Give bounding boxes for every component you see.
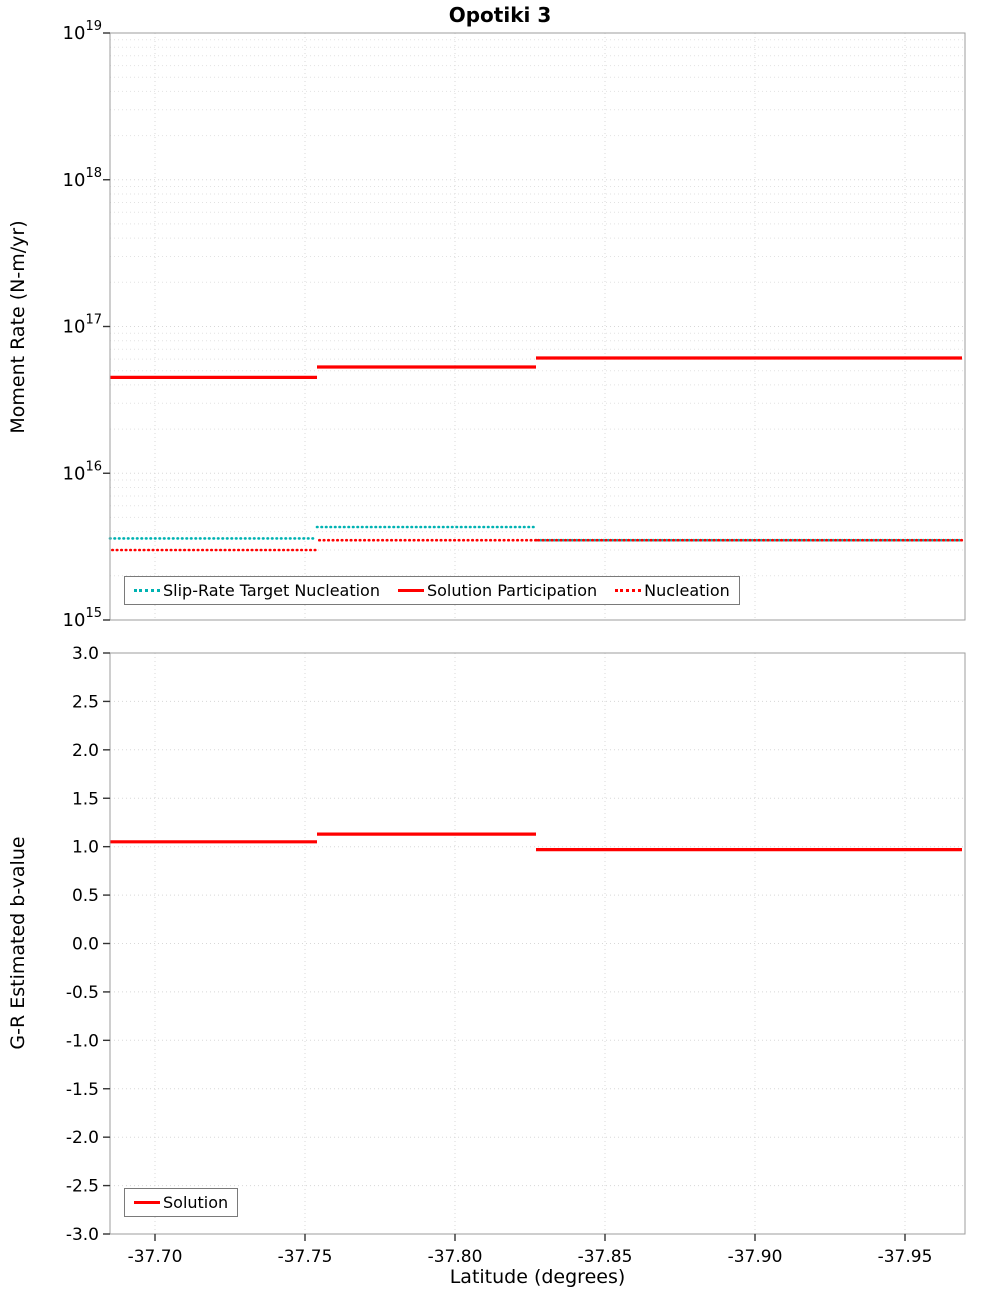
ytick-label-b-value: -1.5 <box>66 1080 99 1100</box>
ytick-label-b-value: -1.0 <box>66 1031 99 1051</box>
chart-title: Opotiki 3 <box>448 3 552 27</box>
legend-swatch-dotted-red-icon <box>615 589 642 592</box>
legend-label: Nucleation <box>644 581 730 600</box>
xtick-label: -37.85 <box>578 1247 633 1267</box>
ytick-label-b-value: 1.0 <box>72 838 99 858</box>
ytick-label-moment-rate: 1018 <box>63 166 102 191</box>
legend-item-nucleation: Nucleation <box>615 581 730 600</box>
ytick-label-b-value: 1.5 <box>72 789 99 809</box>
ytick-label-moment-rate: 1016 <box>63 459 102 484</box>
xtick-label: -37.70 <box>128 1247 183 1267</box>
legend-label: Solution <box>163 1193 229 1212</box>
legend-label: Solution Participation <box>426 581 598 600</box>
ytick-label-b-value: 0.5 <box>72 886 99 906</box>
ytick-label-b-value: 3.0 <box>72 644 99 664</box>
ytick-label-moment-rate: 1015 <box>63 606 102 631</box>
legend-swatch-solid-red-icon <box>134 1201 160 1204</box>
ytick-label-b-value: -2.0 <box>66 1128 99 1148</box>
legend-swatch-solid-red-icon <box>397 589 424 592</box>
ytick-label-b-value: -2.5 <box>66 1177 99 1197</box>
legend-swatch-dotted-teal-icon <box>134 589 160 592</box>
ytick-label-b-value: 2.5 <box>72 692 99 712</box>
legend-item-solution-participation: Solution Participation <box>397 581 598 600</box>
y-axis-label-moment-rate: Moment Rate (N-m/yr) <box>7 220 29 434</box>
xtick-label: -37.90 <box>728 1247 783 1267</box>
y-axis-label-b-value: G-R Estimated b-value <box>7 836 29 1050</box>
legend-label: Slip-Rate Target Nucleation <box>163 581 380 600</box>
ytick-label-moment-rate: 1019 <box>63 19 102 44</box>
xtick-label: -37.75 <box>278 1247 333 1267</box>
xtick-label: -37.80 <box>428 1247 483 1267</box>
x-axis-label: Latitude (degrees) <box>449 1266 626 1288</box>
ytick-label-b-value: 0.0 <box>72 935 99 955</box>
legend-item-slip-rate-target-nucleation: Slip-Rate Target Nucleation <box>134 581 380 600</box>
ytick-label-b-value: 2.0 <box>72 741 99 761</box>
legend-bottom: Solution <box>124 1188 239 1217</box>
ytick-label-moment-rate: 1017 <box>63 313 102 338</box>
ytick-label-b-value: -0.5 <box>66 983 99 1003</box>
ytick-label-b-value: -3.0 <box>66 1225 99 1245</box>
legend-top: Slip-Rate Target Nucleation Solution Par… <box>124 576 740 605</box>
legend-item-solution: Solution <box>134 1193 228 1212</box>
xtick-label: -37.95 <box>878 1247 933 1267</box>
